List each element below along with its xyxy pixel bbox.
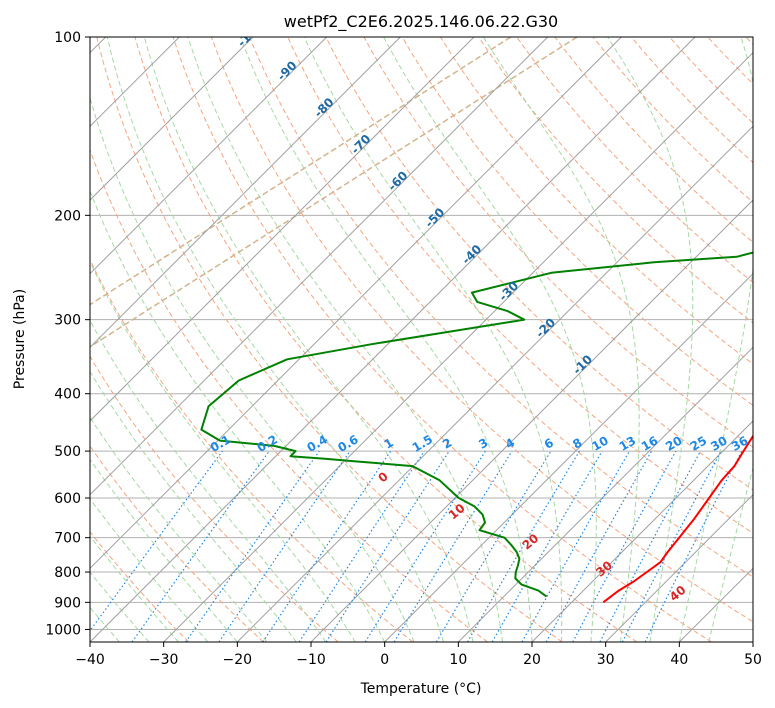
mixing-ratio-line [325,450,450,642]
x-tick-label: 0 [380,652,389,668]
mixing-ratio-lines [90,450,743,642]
pressure-gridlines [90,37,753,630]
y-tick-label: 900 [54,595,81,611]
x-tick-label: 20 [523,652,541,668]
mixing-ratio-line [131,450,270,642]
isotherm [90,37,549,496]
y-tick-label: 800 [54,565,81,581]
moist-adiabat [678,37,753,642]
saturation-line [90,37,578,348]
saturation-line [90,37,512,306]
moist-adiabat [90,458,238,642]
moist-adiabat [90,319,327,642]
temperature-line [602,434,753,604]
x-tick-label: −20 [223,652,253,668]
y-tick-label: 400 [54,387,81,403]
moist-adiabat [383,37,597,642]
y-tick-label: 300 [54,313,81,329]
moist-adiabat [607,37,694,642]
isotherms [90,37,753,642]
mixing-ratio-line [393,450,513,642]
isotherm [90,37,328,275]
isotherm [90,37,254,201]
y-tick-label: 500 [54,444,81,460]
isotherm [457,346,753,642]
dry-adiabat [90,445,264,642]
isotherm [90,37,696,642]
y-tick-label: 1000 [45,622,81,638]
moist-adiabat [106,37,445,642]
isotherm [310,199,753,642]
moist-adiabats [90,37,753,642]
dry-adiabat [439,37,753,365]
dry-adiabat [90,531,190,642]
moist-adiabat [239,37,533,642]
x-tick-label: 30 [597,652,615,668]
dry-adiabat [401,37,753,406]
moist-adiabat [143,37,474,642]
x-tick-label: −40 [75,652,105,668]
moist-adiabat [90,416,268,642]
sounding-series [200,251,753,604]
mixing-ratio-line [521,450,631,642]
moist-adiabat [90,189,386,642]
chart-title: wetPf2_C2E6.2025.146.06.22.G30 [284,12,558,32]
mixing-ratio-line [90,450,223,632]
x-axis: −40 −30 −20 −10 0 10 20 30 40 50 [75,642,762,668]
dry-adiabat [325,37,753,491]
mixing-ratio-line [218,450,351,642]
dry-adiabat [134,37,638,642]
x-tick-label: 50 [744,652,762,668]
saturation-lines [90,37,578,348]
y-tick-label: 200 [54,208,81,224]
y-tick-label: 700 [54,531,81,547]
moist-adiabat [90,260,356,642]
dry-adiabat [90,355,339,642]
x-axis-label: Temperature (°C) [360,681,482,697]
y-tick-label: 100 [54,30,81,46]
moist-adiabat [482,37,640,642]
dry-adiabat [249,37,753,578]
isotherm [236,125,753,642]
dewpoint-line [200,251,753,598]
mixing-ratio-line [298,450,425,642]
dry-adiabat [90,148,488,642]
plot-frame [89,36,754,643]
mixing-ratio-line [644,450,743,642]
isotherm [605,493,753,642]
isotherm [384,272,753,642]
dry-adiabats [90,37,753,642]
x-tick-label: 40 [670,652,688,668]
mixing-ratio-line [185,450,320,642]
moist-adiabat [303,37,563,642]
mixing-ratio-line [572,450,677,642]
dry-adiabat [172,37,712,642]
mixing-ratio-line [262,450,392,642]
isotherm [163,51,753,642]
dry-adiabat [210,37,753,623]
isotherm [90,37,475,422]
isotherm [90,37,622,570]
y-axis-label: Pressure (hPa) [12,289,28,389]
y-tick-label: 600 [54,491,81,507]
isotherm [90,37,401,349]
x-tick-label: −30 [149,652,179,668]
moist-adiabat [187,37,503,642]
mixing-ratio-line [545,450,653,642]
y-axis: 100 200 300 400 500 600 700 800 900 1000 [45,30,90,638]
x-tick-label: −10 [296,652,326,668]
dry-adiabat [96,37,563,642]
x-tick-label: 10 [449,652,467,668]
isotherm [531,420,753,642]
moist-adiabat [708,466,753,642]
